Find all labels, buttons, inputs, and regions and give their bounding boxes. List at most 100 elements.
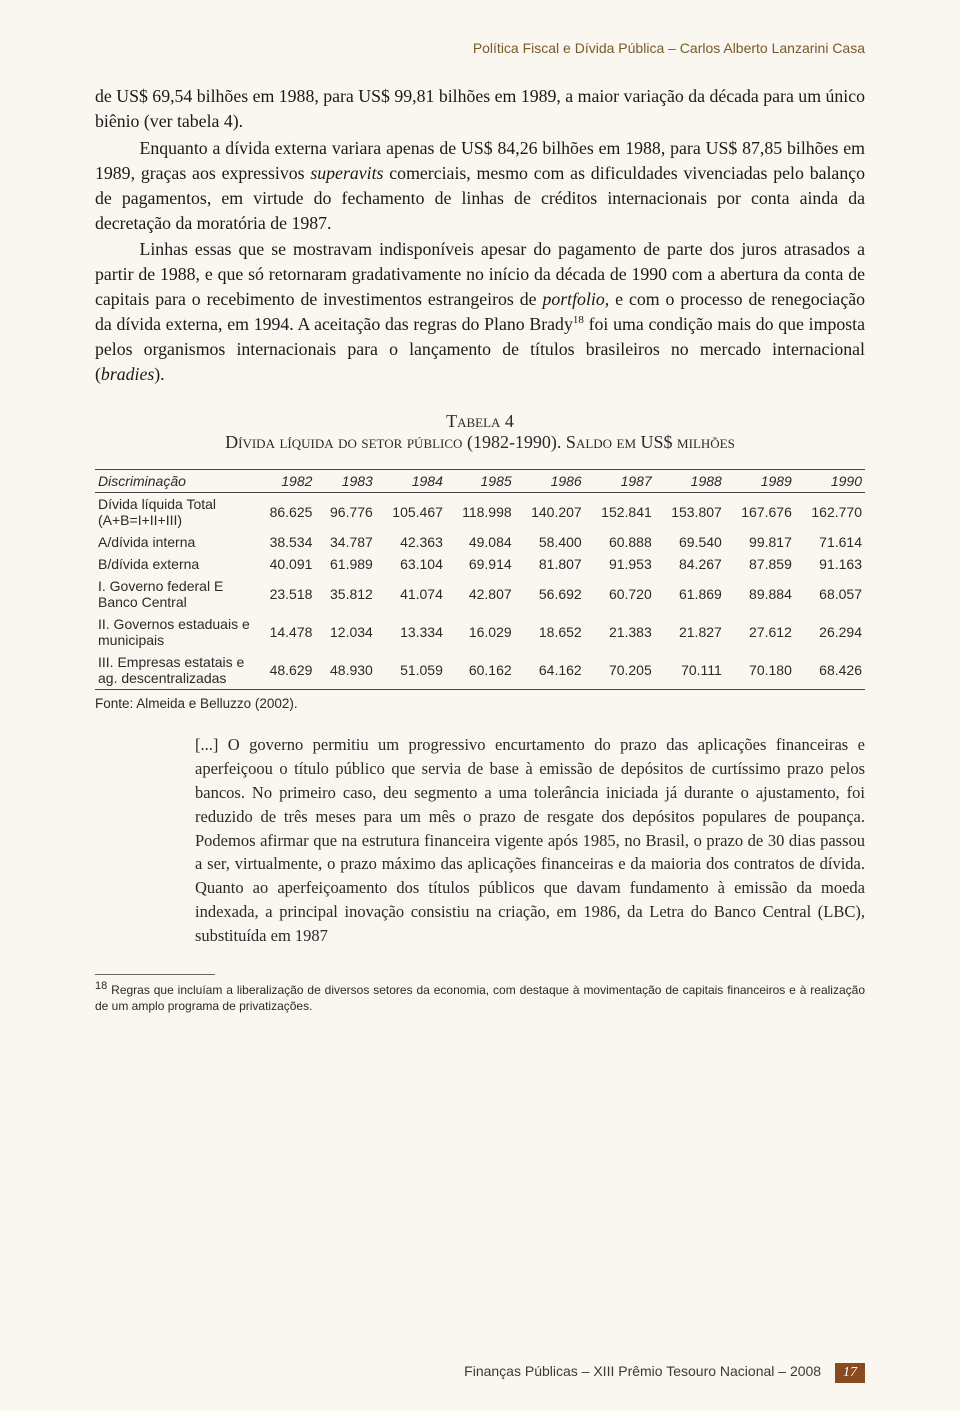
table-caption-line1: Tabela 4 xyxy=(95,411,865,432)
cell: 58.400 xyxy=(515,531,585,553)
col-1984: 1984 xyxy=(376,469,446,492)
col-1985: 1985 xyxy=(446,469,515,492)
cell: 69.540 xyxy=(655,531,725,553)
cell: 70.180 xyxy=(725,651,795,690)
row-label: II. Governos estaduais e municipais xyxy=(95,613,255,651)
cell: 60.162 xyxy=(446,651,515,690)
table-row: A/dívida interna38.53434.78742.36349.084… xyxy=(95,531,865,553)
cell: 152.841 xyxy=(585,492,655,531)
cell: 84.267 xyxy=(655,553,725,575)
footnote-18: 18 Regras que incluíam a liberalização d… xyxy=(95,979,865,1014)
cell: 40.091 xyxy=(255,553,315,575)
row-label: A/dívida interna xyxy=(95,531,255,553)
table-body: Dívida líquida Total (A+B=I+II+III)86.62… xyxy=(95,492,865,689)
cell: 64.162 xyxy=(515,651,585,690)
cell: 21.383 xyxy=(585,613,655,651)
p3-bradies: bradies xyxy=(101,364,154,384)
col-discriminacao: Discriminação xyxy=(95,469,255,492)
cell: 14.478 xyxy=(255,613,315,651)
paragraph-3: Linhas essas que se mostravam indisponív… xyxy=(95,237,865,386)
table-row: II. Governos estaduais e municipais14.47… xyxy=(95,613,865,651)
page-number: 17 xyxy=(835,1363,865,1383)
cell: 27.612 xyxy=(725,613,795,651)
cell: 21.827 xyxy=(655,613,725,651)
cell: 60.720 xyxy=(585,575,655,613)
cell: 23.518 xyxy=(255,575,315,613)
cell: 140.207 xyxy=(515,492,585,531)
cell: 86.625 xyxy=(255,492,315,531)
cell: 70.205 xyxy=(585,651,655,690)
cell: 91.163 xyxy=(795,553,865,575)
table-row: Dívida líquida Total (A+B=I+II+III)86.62… xyxy=(95,492,865,531)
cell: 56.692 xyxy=(515,575,585,613)
col-1982: 1982 xyxy=(255,469,315,492)
row-label: B/dívida externa xyxy=(95,553,255,575)
table-row: B/dívida externa40.09161.98963.10469.914… xyxy=(95,553,865,575)
col-1987: 1987 xyxy=(585,469,655,492)
cell: 48.930 xyxy=(315,651,375,690)
p3-portfolio: portfolio xyxy=(542,289,604,309)
cell: 99.817 xyxy=(725,531,795,553)
cell: 48.629 xyxy=(255,651,315,690)
cell: 87.859 xyxy=(725,553,795,575)
cell: 71.614 xyxy=(795,531,865,553)
p3-d: ). xyxy=(154,364,164,384)
table-header-row: Discriminação 1982 1983 1984 1985 1986 1… xyxy=(95,469,865,492)
cell: 18.652 xyxy=(515,613,585,651)
cell: 89.884 xyxy=(725,575,795,613)
table-source: Fonte: Almeida e Belluzzo (2002). xyxy=(95,696,865,711)
cell: 68.426 xyxy=(795,651,865,690)
col-1990: 1990 xyxy=(795,469,865,492)
footnote-text: Regras que incluíam a liberalização de d… xyxy=(95,983,865,1013)
body-text-block: de US$ 69,54 bilhões em 1988, para US$ 9… xyxy=(95,84,865,387)
col-1986: 1986 xyxy=(515,469,585,492)
cell: 69.914 xyxy=(446,553,515,575)
cell: 35.812 xyxy=(315,575,375,613)
cell: 26.294 xyxy=(795,613,865,651)
paragraph-2: Enquanto a dívida externa variara apenas… xyxy=(95,136,865,236)
col-1989: 1989 xyxy=(725,469,795,492)
cell: 68.057 xyxy=(795,575,865,613)
cell: 91.953 xyxy=(585,553,655,575)
cell: 42.807 xyxy=(446,575,515,613)
col-1983: 1983 xyxy=(315,469,375,492)
cell: 51.059 xyxy=(376,651,446,690)
table-caption: Tabela 4 Dívida líquida do setor público… xyxy=(95,411,865,453)
data-table: Discriminação 1982 1983 1984 1985 1986 1… xyxy=(95,469,865,690)
row-label: Dívida líquida Total (A+B=I+II+III) xyxy=(95,492,255,531)
cell: 81.807 xyxy=(515,553,585,575)
cell: 38.534 xyxy=(255,531,315,553)
cell: 12.034 xyxy=(315,613,375,651)
cell: 63.104 xyxy=(376,553,446,575)
blockquote: [...] O governo permitiu um progressivo … xyxy=(195,733,865,948)
col-1988: 1988 xyxy=(655,469,725,492)
cell: 167.676 xyxy=(725,492,795,531)
row-label: I. Governo federal E Banco Central xyxy=(95,575,255,613)
cell: 16.029 xyxy=(446,613,515,651)
cell: 61.869 xyxy=(655,575,725,613)
cell: 42.363 xyxy=(376,531,446,553)
cell: 96.776 xyxy=(315,492,375,531)
cell: 118.998 xyxy=(446,492,515,531)
cell: 60.888 xyxy=(585,531,655,553)
running-head: Política Fiscal e Dívida Pública – Carlo… xyxy=(95,40,865,56)
footnote-ref-18: 18 xyxy=(573,314,584,326)
footer-text: Finanças Públicas – XIII Prêmio Tesouro … xyxy=(464,1363,821,1379)
cell: 34.787 xyxy=(315,531,375,553)
cell: 153.807 xyxy=(655,492,725,531)
row-label: III. Empresas estatais e ag. descentrali… xyxy=(95,651,255,690)
cell: 41.074 xyxy=(376,575,446,613)
p2-superavits: superavits xyxy=(310,163,383,183)
table-caption-line2: Dívida líquida do setor público (1982-19… xyxy=(225,432,735,452)
footnote-marker: 18 xyxy=(95,980,107,992)
cell: 70.111 xyxy=(655,651,725,690)
cell: 49.084 xyxy=(446,531,515,553)
table-row: III. Empresas estatais e ag. descentrali… xyxy=(95,651,865,690)
footnote-rule xyxy=(95,974,215,975)
paragraph-1: de US$ 69,54 bilhões em 1988, para US$ 9… xyxy=(95,84,865,134)
cell: 162.770 xyxy=(795,492,865,531)
page-footer: Finanças Públicas – XIII Prêmio Tesouro … xyxy=(95,1363,865,1383)
cell: 61.989 xyxy=(315,553,375,575)
cell: 13.334 xyxy=(376,613,446,651)
table-row: I. Governo federal E Banco Central23.518… xyxy=(95,575,865,613)
